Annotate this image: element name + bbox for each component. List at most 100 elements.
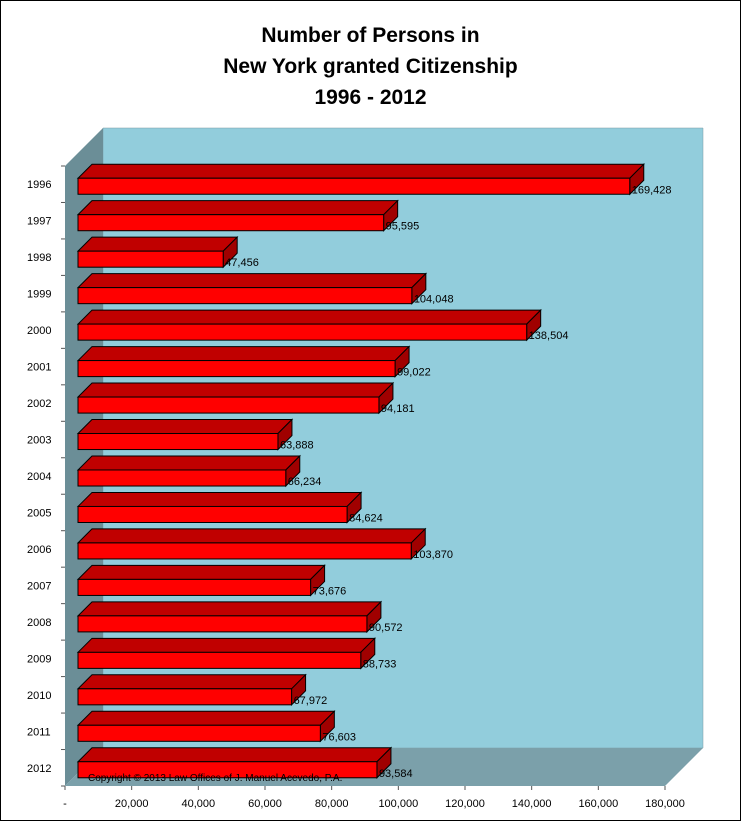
data-label: 93,584 — [379, 768, 413, 780]
bar-1999 — [76, 272, 428, 305]
value-tick-label: 40,000 — [182, 798, 216, 810]
data-label: 103,870 — [413, 549, 453, 561]
value-tick-label: 160,000 — [578, 798, 618, 810]
bar-top-face — [76, 346, 411, 362]
bar-top-face — [76, 200, 399, 216]
bar-front-face — [77, 287, 413, 305]
bar-top-face — [76, 163, 645, 179]
value-tick-label: 80,000 — [315, 798, 349, 810]
bar-front-face — [77, 433, 279, 451]
bar-front-face — [77, 505, 348, 523]
bar-front-face — [77, 214, 385, 232]
data-label: 88,733 — [363, 658, 397, 670]
bar-front-face — [77, 469, 287, 487]
axis-labels: 1996 1997 1998 1999 2000 2001 2002 2003 2004 2005… — [27, 179, 685, 810]
bar-top-face — [76, 674, 307, 690]
data-label: 73,676 — [313, 585, 347, 597]
data-label: 66,234 — [288, 476, 322, 488]
category-label: 1997 — [27, 216, 51, 228]
bar-2000 — [76, 308, 542, 342]
value-tick-label: 140,000 — [512, 798, 552, 810]
value-tick-label: 60,000 — [248, 798, 282, 810]
bar-1996 — [76, 163, 645, 196]
bar-top-face — [76, 710, 336, 726]
bar-2010 — [76, 673, 307, 707]
category-label: 2002 — [27, 398, 51, 410]
bar-front-face — [77, 578, 312, 596]
bar-top-face — [76, 382, 395, 398]
value-tick-label: 20,000 — [115, 798, 149, 810]
bar-1997 — [76, 199, 399, 232]
bar-front-face — [77, 360, 396, 378]
data-label: 84,624 — [349, 512, 383, 524]
chart-title-line-2: New York granted Citizenship — [223, 55, 518, 78]
data-label: 76,603 — [322, 731, 356, 743]
chart-title-line-3: 1996 - 2012 — [314, 86, 427, 109]
data-label: 47,456 — [225, 257, 259, 269]
category-label: 2011 — [27, 726, 51, 738]
data-label: 138,504 — [529, 330, 569, 342]
bar-front-face — [77, 688, 293, 706]
data-label: 169,428 — [632, 184, 672, 196]
bar-front-face — [77, 323, 528, 341]
bar-front-face — [77, 177, 631, 195]
category-label: 1998 — [27, 252, 51, 264]
bar-2005 — [76, 491, 363, 524]
axis-ticks — [61, 165, 666, 790]
bar-front-face — [77, 542, 412, 560]
category-label: 2008 — [27, 617, 51, 629]
category-label: 2012 — [27, 763, 51, 775]
bar-front-face — [77, 651, 362, 669]
value-tick-label: 100,000 — [378, 798, 418, 810]
value-tick-label: 180,000 — [645, 798, 685, 810]
category-label: 2004 — [27, 471, 51, 483]
category-label: 2001 — [27, 362, 51, 374]
category-label: 2009 — [27, 653, 51, 665]
copyright-annotation: Copyright © 2013 Law Offices of J. Manue… — [88, 773, 342, 784]
bar-front-face — [77, 615, 368, 633]
category-label: 2005 — [27, 507, 51, 519]
data-label: 99,022 — [397, 367, 431, 379]
category-label: 1996 — [27, 179, 51, 191]
bar-2008 — [76, 600, 383, 634]
category-label: 2010 — [27, 690, 51, 702]
value-tick-label: - — [63, 798, 67, 810]
chart-title-line-1: Number of Persons in — [261, 24, 480, 47]
bar-top-face — [76, 455, 301, 471]
bar-top-face — [76, 601, 383, 617]
category-label: 2006 — [27, 544, 51, 556]
category-label: 2003 — [27, 435, 51, 447]
bar-2011 — [76, 710, 336, 743]
bar-2001 — [76, 345, 411, 378]
category-label: 1999 — [27, 289, 51, 301]
bar-front-face — [77, 724, 321, 742]
chart-title: Number of Persons in New York granted Ci… — [0, 20, 741, 113]
bar-1998 — [76, 235, 239, 269]
data-label: 63,888 — [280, 440, 314, 452]
bar-front-face — [77, 761, 378, 779]
bar-top-face — [76, 419, 294, 435]
bar-2009 — [76, 637, 376, 670]
data-label: 67,972 — [294, 695, 328, 707]
category-label: 2000 — [27, 325, 51, 337]
value-tick-label: 120,000 — [445, 798, 485, 810]
bar-top-face — [76, 309, 542, 325]
data-label: 95,595 — [386, 221, 420, 233]
bar-top-face — [76, 564, 326, 580]
bar-top-face — [76, 637, 376, 653]
bar-top-face — [76, 236, 239, 252]
bar-front-face — [77, 250, 224, 268]
bar-top-face — [76, 273, 428, 289]
bar-2012 — [76, 746, 393, 779]
bar-2003 — [76, 418, 294, 451]
bar-2004 — [76, 454, 301, 488]
bar-front-face — [77, 396, 380, 414]
bar-top-face — [76, 491, 363, 507]
bar-2007 — [76, 564, 326, 597]
bar-top-face — [76, 528, 427, 544]
bar-2006 — [76, 527, 427, 561]
category-label: 2007 — [27, 580, 51, 592]
bar-top-face — [76, 747, 393, 763]
data-label: 104,048 — [414, 294, 454, 306]
